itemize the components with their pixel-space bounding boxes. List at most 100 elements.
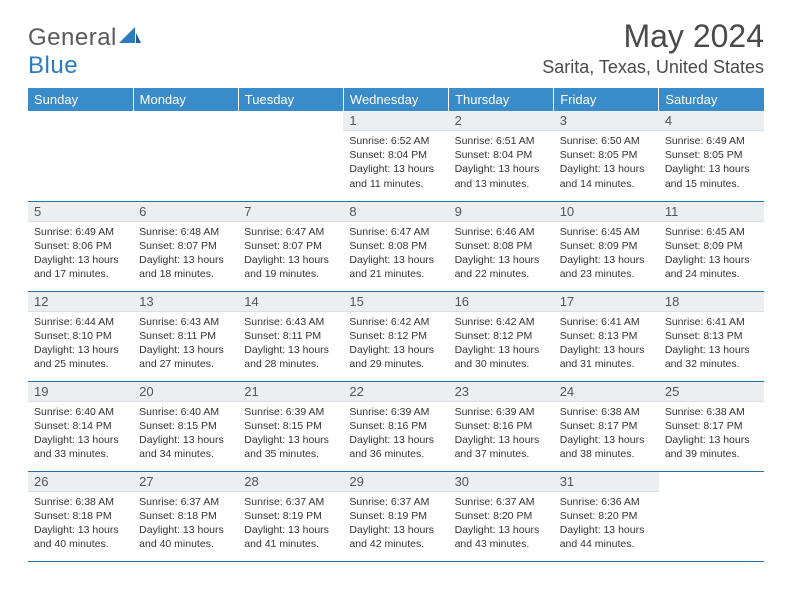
weekday-header-row: SundayMondayTuesdayWednesdayThursdayFrid… bbox=[28, 88, 764, 111]
weekday-header: Tuesday bbox=[238, 88, 343, 111]
calendar-week-row: 5Sunrise: 6:49 AMSunset: 8:06 PMDaylight… bbox=[28, 201, 764, 291]
day-info: Sunrise: 6:50 AMSunset: 8:05 PMDaylight:… bbox=[554, 131, 659, 195]
calendar-day-cell: 30Sunrise: 6:37 AMSunset: 8:20 PMDayligh… bbox=[449, 471, 554, 561]
day-number: 7 bbox=[238, 202, 343, 222]
day-number: 25 bbox=[659, 382, 764, 402]
calendar-day-cell: 17Sunrise: 6:41 AMSunset: 8:13 PMDayligh… bbox=[554, 291, 659, 381]
day-info: Sunrise: 6:47 AMSunset: 8:07 PMDaylight:… bbox=[238, 222, 343, 286]
calendar-day-cell: 25Sunrise: 6:38 AMSunset: 8:17 PMDayligh… bbox=[659, 381, 764, 471]
day-info: Sunrise: 6:39 AMSunset: 8:15 PMDaylight:… bbox=[238, 402, 343, 466]
day-number: 22 bbox=[343, 382, 448, 402]
calendar-day-cell: 12Sunrise: 6:44 AMSunset: 8:10 PMDayligh… bbox=[28, 291, 133, 381]
weekday-header: Sunday bbox=[28, 88, 133, 111]
calendar-week-row: 19Sunrise: 6:40 AMSunset: 8:14 PMDayligh… bbox=[28, 381, 764, 471]
day-info: Sunrise: 6:45 AMSunset: 8:09 PMDaylight:… bbox=[554, 222, 659, 286]
calendar-table: SundayMondayTuesdayWednesdayThursdayFrid… bbox=[28, 88, 764, 562]
day-info: Sunrise: 6:40 AMSunset: 8:15 PMDaylight:… bbox=[133, 402, 238, 466]
day-info: Sunrise: 6:48 AMSunset: 8:07 PMDaylight:… bbox=[133, 222, 238, 286]
title-block: May 2024 Sarita, Texas, United States bbox=[542, 18, 764, 78]
calendar-day-cell: 23Sunrise: 6:39 AMSunset: 8:16 PMDayligh… bbox=[449, 381, 554, 471]
day-info: Sunrise: 6:37 AMSunset: 8:18 PMDaylight:… bbox=[133, 492, 238, 556]
calendar-day-cell: 20Sunrise: 6:40 AMSunset: 8:15 PMDayligh… bbox=[133, 381, 238, 471]
day-number: 6 bbox=[133, 202, 238, 222]
calendar-day-cell: .. bbox=[133, 111, 238, 201]
day-info: Sunrise: 6:49 AMSunset: 8:05 PMDaylight:… bbox=[659, 131, 764, 195]
calendar-body: ......1Sunrise: 6:52 AMSunset: 8:04 PMDa… bbox=[28, 111, 764, 561]
day-number: 1 bbox=[343, 111, 448, 131]
day-info: Sunrise: 6:42 AMSunset: 8:12 PMDaylight:… bbox=[343, 312, 448, 376]
day-info: Sunrise: 6:37 AMSunset: 8:20 PMDaylight:… bbox=[449, 492, 554, 556]
location: Sarita, Texas, United States bbox=[542, 57, 764, 78]
day-number: 3 bbox=[554, 111, 659, 131]
calendar-day-cell: 24Sunrise: 6:38 AMSunset: 8:17 PMDayligh… bbox=[554, 381, 659, 471]
calendar-day-cell: 31Sunrise: 6:36 AMSunset: 8:20 PMDayligh… bbox=[554, 471, 659, 561]
calendar-day-cell: 2Sunrise: 6:51 AMSunset: 8:04 PMDaylight… bbox=[449, 111, 554, 201]
day-info: Sunrise: 6:36 AMSunset: 8:20 PMDaylight:… bbox=[554, 492, 659, 556]
logo-part1: General bbox=[28, 24, 117, 51]
day-number: 31 bbox=[554, 472, 659, 492]
day-info: Sunrise: 6:40 AMSunset: 8:14 PMDaylight:… bbox=[28, 402, 133, 466]
day-info: Sunrise: 6:39 AMSunset: 8:16 PMDaylight:… bbox=[343, 402, 448, 466]
calendar-day-cell: 3Sunrise: 6:50 AMSunset: 8:05 PMDaylight… bbox=[554, 111, 659, 201]
day-number: 21 bbox=[238, 382, 343, 402]
logo-part2: Blue bbox=[28, 52, 78, 79]
day-info: Sunrise: 6:38 AMSunset: 8:17 PMDaylight:… bbox=[659, 402, 764, 466]
calendar-day-cell: 26Sunrise: 6:38 AMSunset: 8:18 PMDayligh… bbox=[28, 471, 133, 561]
day-info: Sunrise: 6:37 AMSunset: 8:19 PMDaylight:… bbox=[238, 492, 343, 556]
day-number: 18 bbox=[659, 292, 764, 312]
day-number: 8 bbox=[343, 202, 448, 222]
logo: GeneralBlue bbox=[28, 18, 141, 80]
day-info: Sunrise: 6:45 AMSunset: 8:09 PMDaylight:… bbox=[659, 222, 764, 286]
day-info: Sunrise: 6:46 AMSunset: 8:08 PMDaylight:… bbox=[449, 222, 554, 286]
calendar-day-cell: 6Sunrise: 6:48 AMSunset: 8:07 PMDaylight… bbox=[133, 201, 238, 291]
calendar-day-cell: .. bbox=[238, 111, 343, 201]
day-info: Sunrise: 6:44 AMSunset: 8:10 PMDaylight:… bbox=[28, 312, 133, 376]
calendar-day-cell: 11Sunrise: 6:45 AMSunset: 8:09 PMDayligh… bbox=[659, 201, 764, 291]
weekday-header: Saturday bbox=[659, 88, 764, 111]
day-number: 12 bbox=[28, 292, 133, 312]
calendar-day-cell: 1Sunrise: 6:52 AMSunset: 8:04 PMDaylight… bbox=[343, 111, 448, 201]
logo-text: GeneralBlue bbox=[28, 24, 141, 80]
day-info: Sunrise: 6:41 AMSunset: 8:13 PMDaylight:… bbox=[554, 312, 659, 376]
day-number: 30 bbox=[449, 472, 554, 492]
calendar-day-cell: 14Sunrise: 6:43 AMSunset: 8:11 PMDayligh… bbox=[238, 291, 343, 381]
calendar-day-cell: 22Sunrise: 6:39 AMSunset: 8:16 PMDayligh… bbox=[343, 381, 448, 471]
calendar-day-cell: .. bbox=[28, 111, 133, 201]
day-number: 16 bbox=[449, 292, 554, 312]
day-number: 14 bbox=[238, 292, 343, 312]
calendar-day-cell: 7Sunrise: 6:47 AMSunset: 8:07 PMDaylight… bbox=[238, 201, 343, 291]
calendar-week-row: 26Sunrise: 6:38 AMSunset: 8:18 PMDayligh… bbox=[28, 471, 764, 561]
calendar-day-cell: 19Sunrise: 6:40 AMSunset: 8:14 PMDayligh… bbox=[28, 381, 133, 471]
day-number: 10 bbox=[554, 202, 659, 222]
calendar-day-cell: 15Sunrise: 6:42 AMSunset: 8:12 PMDayligh… bbox=[343, 291, 448, 381]
day-info: Sunrise: 6:43 AMSunset: 8:11 PMDaylight:… bbox=[133, 312, 238, 376]
header: GeneralBlue May 2024 Sarita, Texas, Unit… bbox=[28, 18, 764, 80]
day-number: 4 bbox=[659, 111, 764, 131]
day-number: 20 bbox=[133, 382, 238, 402]
day-info: Sunrise: 6:42 AMSunset: 8:12 PMDaylight:… bbox=[449, 312, 554, 376]
calendar-day-cell: 29Sunrise: 6:37 AMSunset: 8:19 PMDayligh… bbox=[343, 471, 448, 561]
day-number: 28 bbox=[238, 472, 343, 492]
day-number: 2 bbox=[449, 111, 554, 131]
day-info: Sunrise: 6:51 AMSunset: 8:04 PMDaylight:… bbox=[449, 131, 554, 195]
month-title: May 2024 bbox=[542, 18, 764, 55]
day-number: 29 bbox=[343, 472, 448, 492]
day-info: Sunrise: 6:37 AMSunset: 8:19 PMDaylight:… bbox=[343, 492, 448, 556]
calendar-day-cell: 18Sunrise: 6:41 AMSunset: 8:13 PMDayligh… bbox=[659, 291, 764, 381]
day-number: 17 bbox=[554, 292, 659, 312]
calendar-week-row: 12Sunrise: 6:44 AMSunset: 8:10 PMDayligh… bbox=[28, 291, 764, 381]
day-info: Sunrise: 6:39 AMSunset: 8:16 PMDaylight:… bbox=[449, 402, 554, 466]
day-info: Sunrise: 6:49 AMSunset: 8:06 PMDaylight:… bbox=[28, 222, 133, 286]
day-number: 19 bbox=[28, 382, 133, 402]
calendar-day-cell: 27Sunrise: 6:37 AMSunset: 8:18 PMDayligh… bbox=[133, 471, 238, 561]
day-info: Sunrise: 6:38 AMSunset: 8:18 PMDaylight:… bbox=[28, 492, 133, 556]
calendar-day-cell: 5Sunrise: 6:49 AMSunset: 8:06 PMDaylight… bbox=[28, 201, 133, 291]
day-number: 24 bbox=[554, 382, 659, 402]
day-number: 15 bbox=[343, 292, 448, 312]
logo-sail-icon bbox=[119, 24, 141, 52]
day-info: Sunrise: 6:41 AMSunset: 8:13 PMDaylight:… bbox=[659, 312, 764, 376]
day-number: 9 bbox=[449, 202, 554, 222]
calendar-day-cell: 10Sunrise: 6:45 AMSunset: 8:09 PMDayligh… bbox=[554, 201, 659, 291]
calendar-day-cell: 8Sunrise: 6:47 AMSunset: 8:08 PMDaylight… bbox=[343, 201, 448, 291]
day-info: Sunrise: 6:52 AMSunset: 8:04 PMDaylight:… bbox=[343, 131, 448, 195]
